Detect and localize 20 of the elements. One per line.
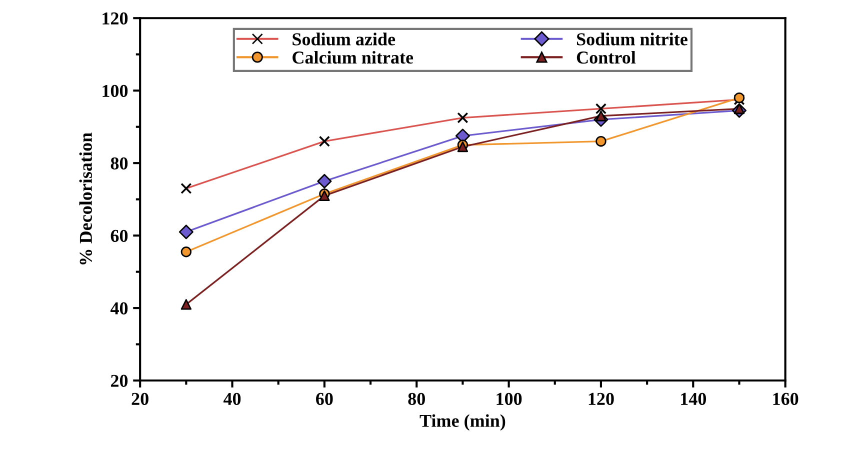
y-tick-label: 100 (102, 84, 128, 98)
legend-label: Sodium nitrite (577, 32, 688, 46)
y-tick-label: 80 (110, 157, 128, 170)
legend-label: Calcium nitrate (292, 50, 414, 64)
y-tick-label: 60 (110, 230, 128, 242)
legend-label: Control (576, 50, 636, 64)
x-tick-label: 40 (223, 392, 241, 406)
legend-label: Sodium azide (292, 32, 396, 46)
x-tick-label: 60 (316, 392, 333, 406)
y-tick-label: 40 (110, 302, 128, 314)
x-tick-label: 160 (773, 392, 798, 406)
x-tick-label: 140 (681, 392, 706, 406)
x-tick-label: 20 (132, 392, 148, 406)
y-tick-label: 120 (102, 12, 128, 25)
y-tick-label: 20 (110, 374, 128, 387)
y-axis-title: % Decolorisation (79, 132, 92, 264)
x-tick-label: 100 (496, 392, 522, 406)
x-tick-label: 120 (588, 392, 614, 406)
x-tick-label: 80 (408, 392, 425, 406)
x-axis-title: Time (min) (420, 414, 506, 431)
